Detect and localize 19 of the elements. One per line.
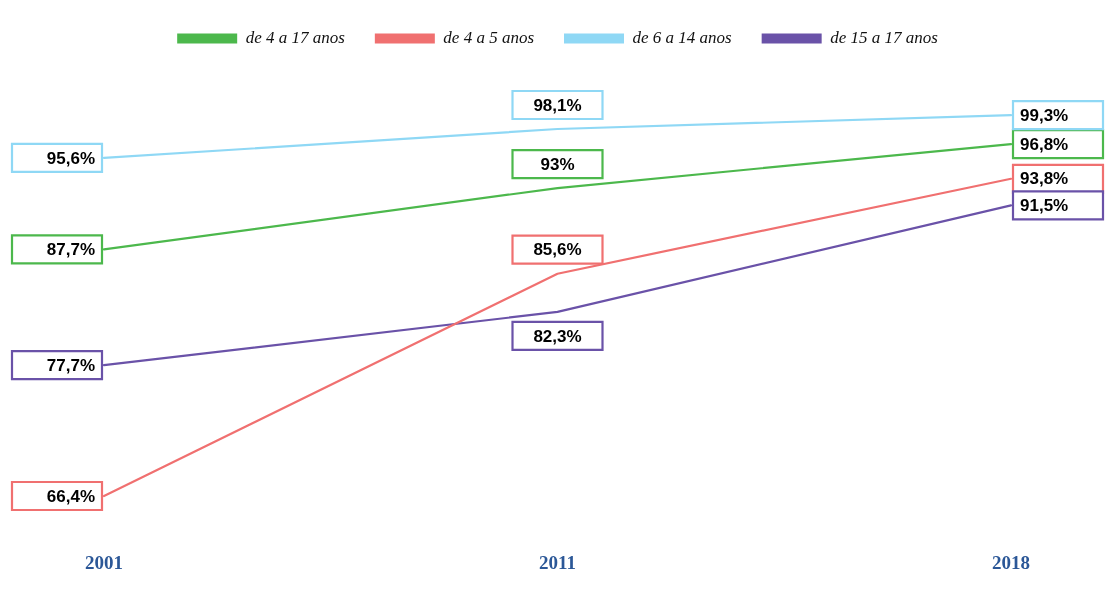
x-tick-label: 2011: [539, 551, 576, 573]
data-label: 95,6%: [46, 148, 95, 168]
legend-label: de 4 a 17 anos: [245, 27, 346, 47]
data-label: 96,8%: [1020, 134, 1069, 154]
legend-label: de 6 a 14 anos: [632, 27, 733, 47]
data-label: 91,5%: [1020, 196, 1069, 216]
data-label: 99,3%: [1020, 105, 1069, 125]
legend-label: de 4 a 5 anos: [443, 27, 535, 47]
x-tick-label: 2001: [85, 551, 123, 573]
data-label: 87,7%: [46, 240, 95, 260]
data-label: 98,1%: [533, 95, 582, 115]
data-label: 82,3%: [533, 326, 582, 346]
data-label: 66,4%: [46, 486, 95, 506]
data-label: 77,7%: [46, 355, 95, 375]
data-label: 93%: [540, 154, 575, 174]
data-label: 93,8%: [1020, 169, 1069, 189]
x-tick-label: 2018: [992, 551, 1030, 573]
legend-label: de 15 a 17 anos: [830, 27, 939, 47]
data-label: 85,6%: [533, 240, 582, 260]
